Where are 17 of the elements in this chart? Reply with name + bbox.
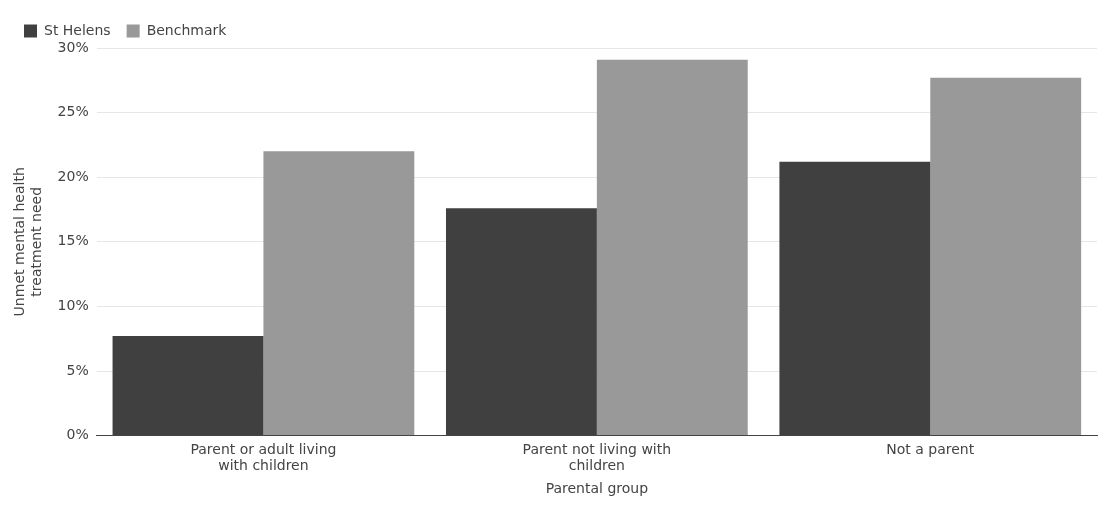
x-tick-label: Not a parent bbox=[886, 440, 975, 457]
bar bbox=[930, 77, 1082, 436]
y-tick-label: 20% bbox=[57, 167, 89, 184]
y-tick-label: 5% bbox=[66, 361, 89, 378]
y-tick-label: 30% bbox=[57, 38, 89, 55]
y-axis-title: Unmet mental health treatment need bbox=[11, 167, 44, 317]
y-tick-label: 10% bbox=[57, 297, 89, 314]
y-tick-label: 0% bbox=[66, 426, 89, 443]
bar bbox=[596, 59, 748, 436]
bar bbox=[263, 151, 415, 436]
y-tick-label: 15% bbox=[57, 232, 89, 249]
x-tick-label: Parent or adult living with children bbox=[190, 440, 337, 474]
legend-label: St Helens bbox=[44, 21, 111, 38]
legend-label: Benchmark bbox=[146, 21, 228, 38]
y-tick-label: 25% bbox=[57, 103, 89, 120]
x-tick-label: Parent not living with children bbox=[522, 440, 672, 474]
x-axis-title: Parental group bbox=[545, 480, 649, 497]
